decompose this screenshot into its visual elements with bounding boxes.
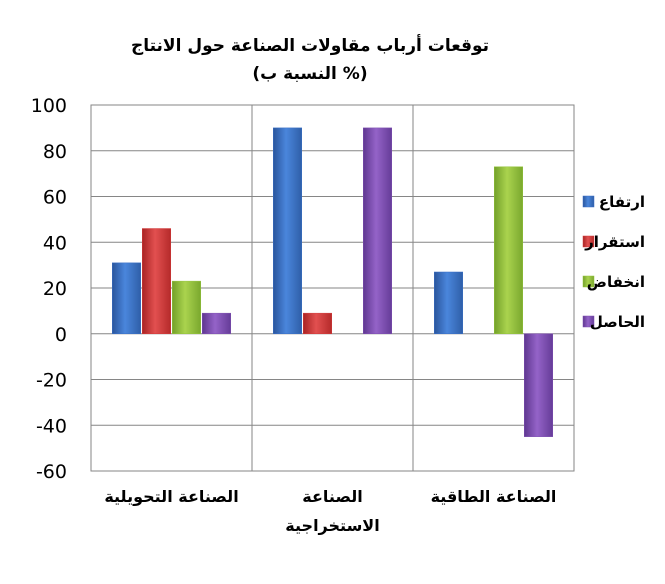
- plot-border: [90, 104, 575, 472]
- legend-swatch: [582, 315, 595, 328]
- x-tick-label: الاستخراجية: [285, 516, 379, 535]
- y-tick-label: 0: [55, 324, 67, 346]
- legend-swatch: [582, 195, 595, 208]
- legend: ارتفاع استقرار انخفاض الحاصل: [582, 193, 645, 331]
- legend-swatch: [582, 235, 595, 248]
- y-tick-label: 40: [43, 232, 67, 254]
- chart-title-line-2: (النسبة ب %): [252, 64, 367, 84]
- bar: [524, 333, 553, 437]
- bar: [303, 312, 332, 335]
- plot-area: 100 80 60 40 20 0 -20 -40 -60 الصناعة التحويلية ال…: [31, 95, 575, 535]
- legend-label: انخفاض: [587, 273, 645, 291]
- x-tick-label: الصناعة: [302, 487, 362, 506]
- bar: [112, 262, 141, 334]
- x-tick-label: الصناعة التحويلية: [104, 487, 238, 506]
- bar: [363, 127, 392, 334]
- y-tick-label: -20: [36, 370, 67, 392]
- bar: [202, 312, 231, 335]
- legend-swatch: [582, 275, 595, 288]
- bar: [273, 127, 302, 334]
- chart-title: توقعات أرباب مقاولات الصناعة حول الانتاج…: [131, 34, 489, 84]
- chart-title-line-1: توقعات أرباب مقاولات الصناعة حول الانتاج: [131, 34, 489, 56]
- bar: [142, 228, 171, 334]
- bar: [494, 166, 523, 334]
- x-tick-label: الصناعة الطاقية: [431, 487, 557, 506]
- y-tick-label: -40: [36, 415, 67, 437]
- y-tick-label: 60: [43, 187, 67, 209]
- y-tick-label: 20: [43, 278, 67, 300]
- legend-label: ارتفاع: [599, 193, 645, 211]
- y-tick-label: 100: [31, 95, 67, 117]
- y-tick-label: -60: [36, 461, 67, 483]
- bar: [172, 280, 201, 335]
- y-tick-label: 80: [43, 141, 67, 163]
- legend-label: استقرار: [584, 233, 645, 251]
- legend-label: الحاصل: [590, 313, 645, 331]
- bar: [434, 271, 463, 334]
